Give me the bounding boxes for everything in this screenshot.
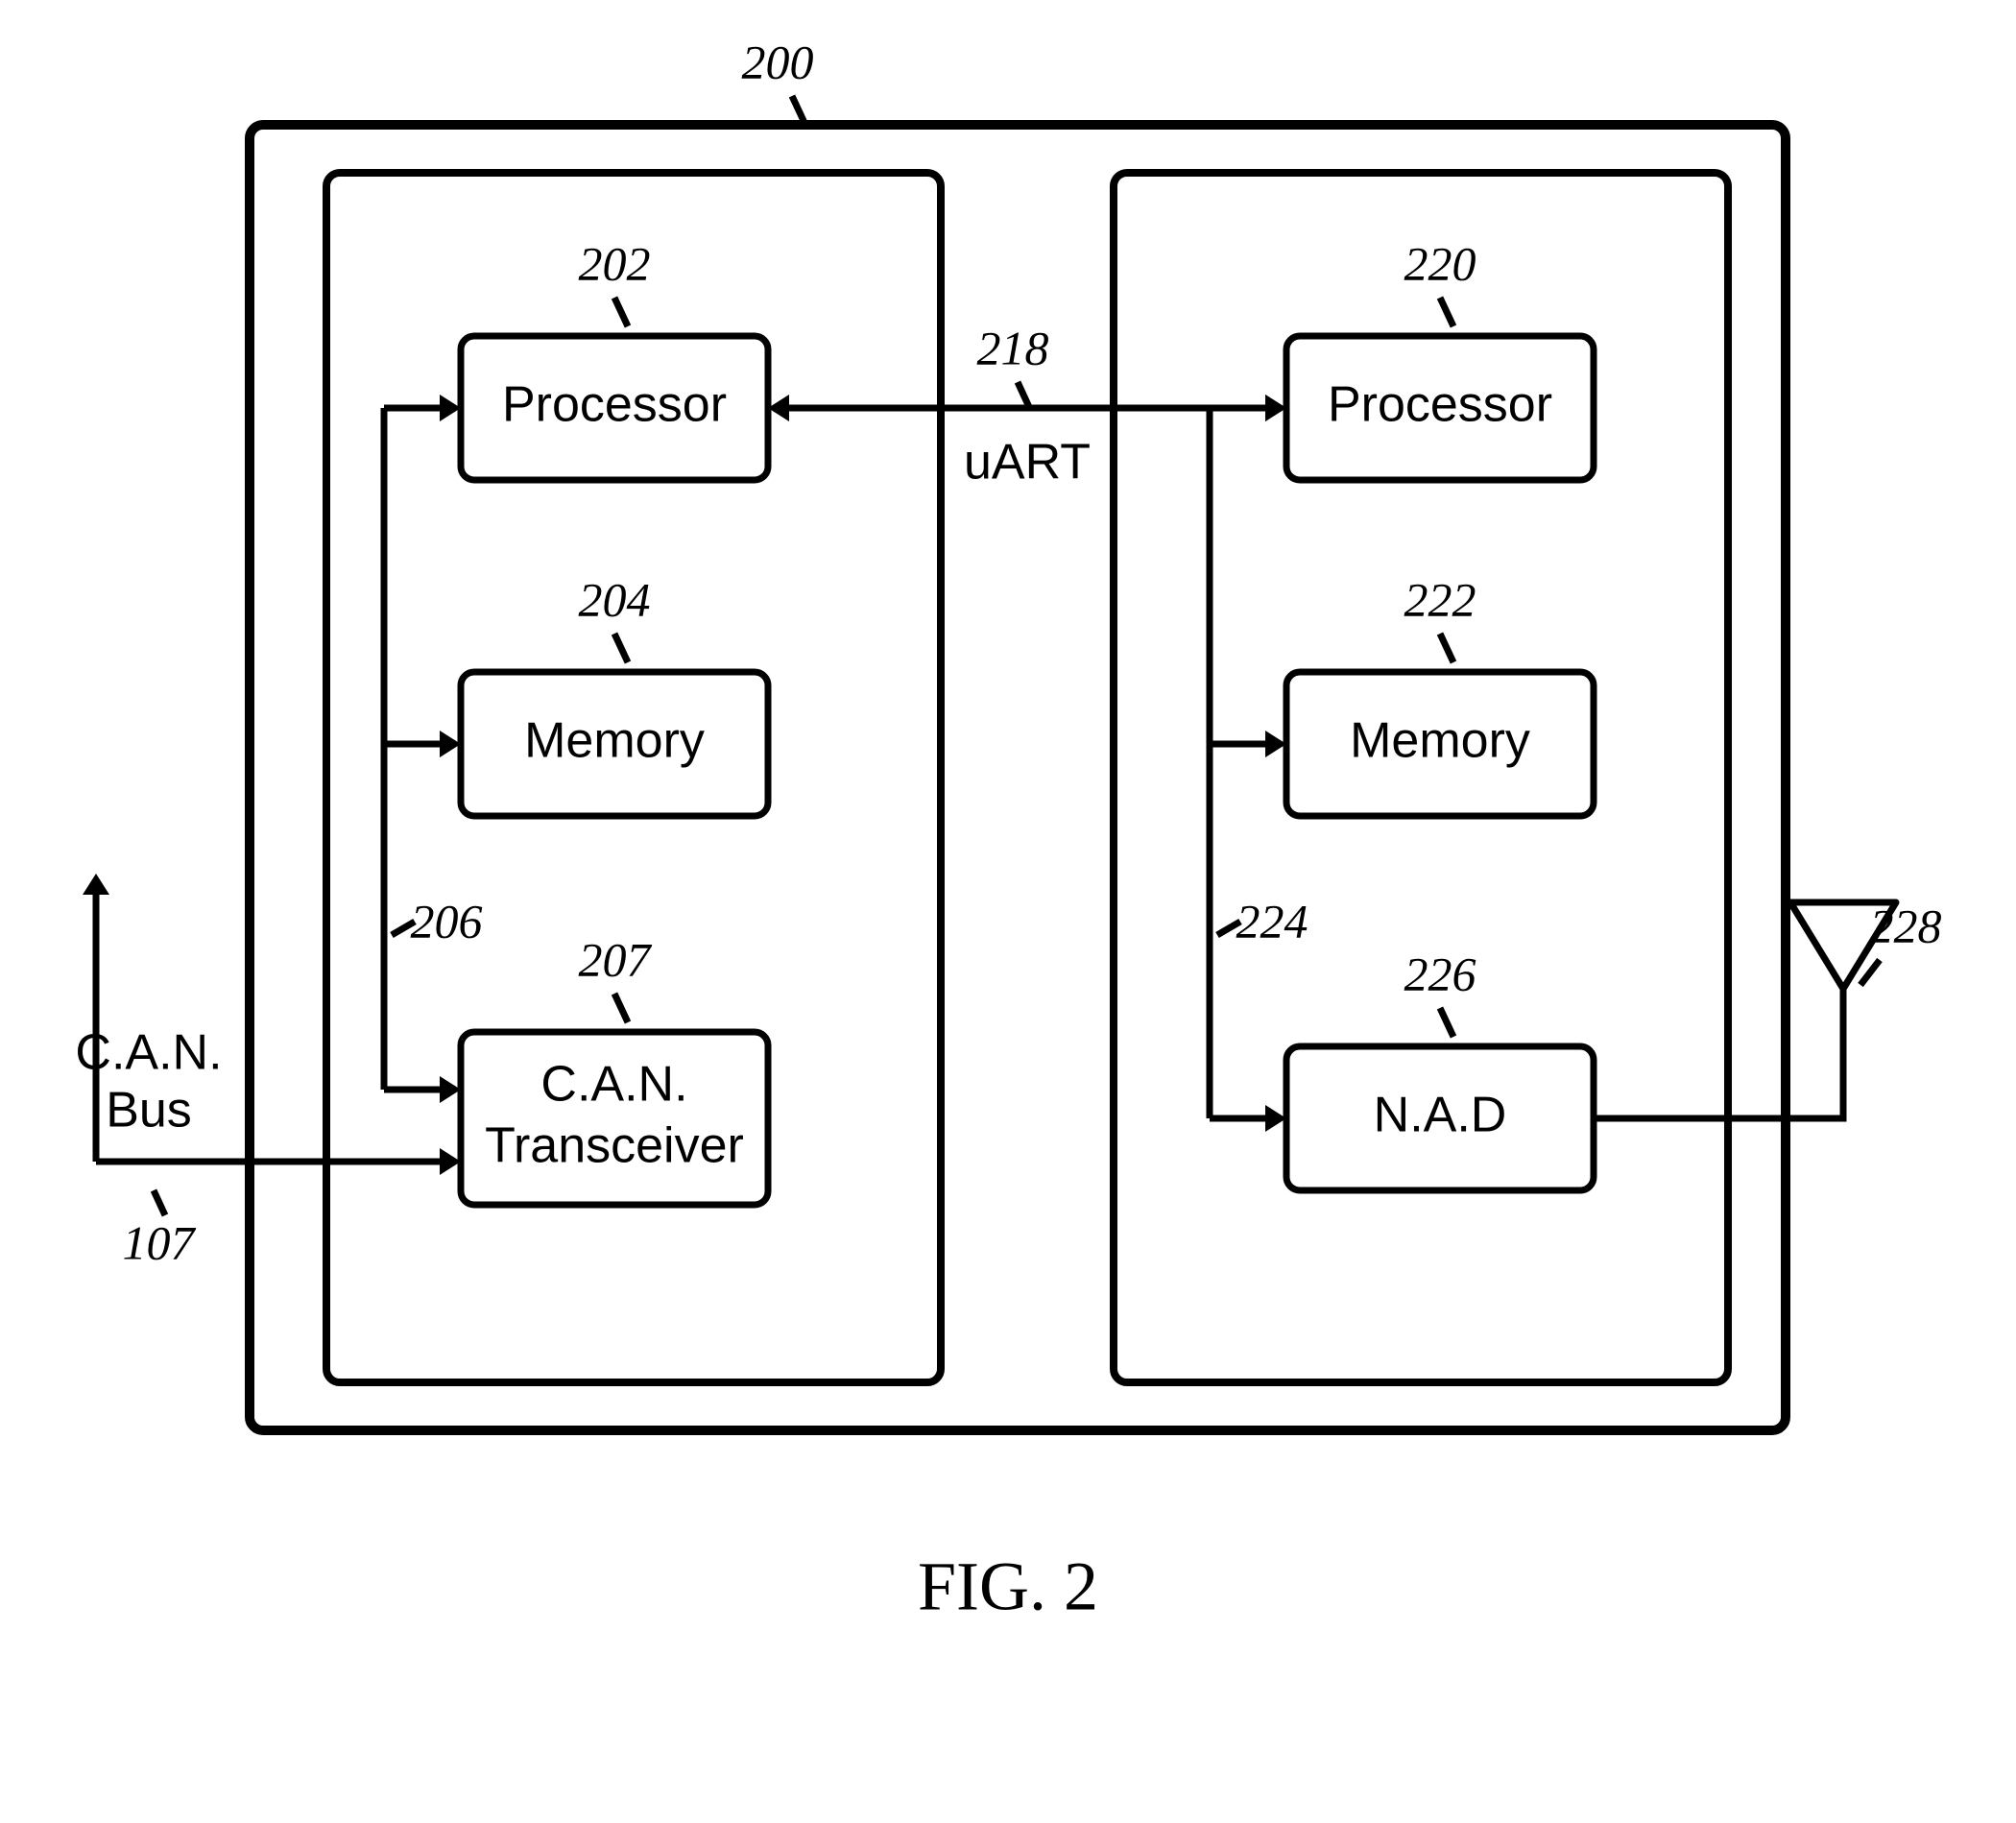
nad-label: N.A.D bbox=[1374, 1088, 1507, 1143]
ref-222: 222 bbox=[1404, 572, 1476, 626]
can-bus-label-1: C.A.N. bbox=[75, 1025, 222, 1081]
ref-207: 207 bbox=[579, 932, 653, 986]
can-transceiver-label-2: Transceiver bbox=[485, 1118, 744, 1174]
figure-caption: FIG. 2 bbox=[918, 1548, 1098, 1625]
processor-left-label: Processor bbox=[502, 377, 727, 433]
memory-right-label: Memory bbox=[1350, 713, 1530, 769]
ref-218: 218 bbox=[977, 321, 1049, 374]
ref-228: 228 bbox=[1870, 899, 1942, 952]
ref-107: 107 bbox=[123, 1215, 197, 1269]
memory-left-label: Memory bbox=[524, 713, 705, 769]
ref-204: 204 bbox=[579, 572, 651, 626]
can-transceiver-label-1: C.A.N. bbox=[540, 1057, 687, 1113]
ref-224: 224 bbox=[1236, 894, 1308, 947]
ref-226: 226 bbox=[1404, 947, 1476, 1000]
tick-107 bbox=[154, 1190, 165, 1215]
ref-206: 206 bbox=[411, 894, 483, 947]
can-bus-label-2: Bus bbox=[106, 1083, 192, 1139]
ref-220: 220 bbox=[1404, 236, 1476, 290]
uart-label: uART bbox=[964, 435, 1091, 491]
processor-right-label: Processor bbox=[1328, 377, 1552, 433]
ref-202: 202 bbox=[579, 236, 651, 290]
ref-200: 200 bbox=[742, 35, 814, 88]
tick-228 bbox=[1860, 960, 1880, 985]
